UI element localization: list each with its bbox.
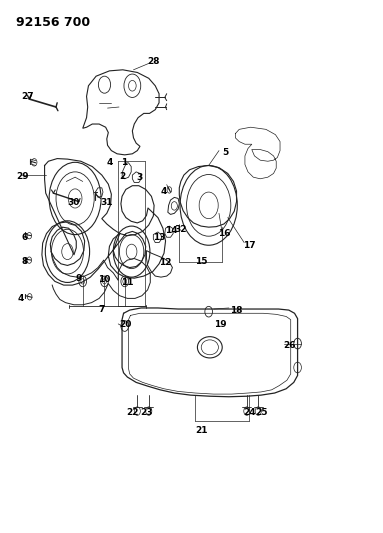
Text: 4: 4 xyxy=(107,158,113,167)
Text: 32: 32 xyxy=(174,225,187,234)
Text: 31: 31 xyxy=(100,198,113,207)
Text: 28: 28 xyxy=(147,58,160,66)
Text: 11: 11 xyxy=(121,278,133,287)
Text: 5: 5 xyxy=(222,148,228,157)
Text: 21: 21 xyxy=(195,426,208,435)
Text: 3: 3 xyxy=(136,173,142,182)
Text: 16: 16 xyxy=(218,229,231,238)
Text: 9: 9 xyxy=(75,273,82,282)
Text: 10: 10 xyxy=(98,275,110,284)
Text: 22: 22 xyxy=(127,408,139,417)
Text: 30: 30 xyxy=(67,198,80,207)
Text: 15: 15 xyxy=(195,257,208,265)
Text: 4: 4 xyxy=(18,294,24,303)
Text: 2: 2 xyxy=(119,172,125,181)
Text: 7: 7 xyxy=(98,304,105,313)
Text: 20: 20 xyxy=(119,320,131,329)
Text: 17: 17 xyxy=(243,241,255,250)
Text: 29: 29 xyxy=(16,172,29,181)
Text: 6: 6 xyxy=(22,233,28,242)
Text: 1: 1 xyxy=(121,158,127,167)
Text: 14: 14 xyxy=(165,226,177,235)
Text: 23: 23 xyxy=(140,408,152,417)
Text: 25: 25 xyxy=(255,408,268,417)
Text: 27: 27 xyxy=(22,92,34,101)
Text: 8: 8 xyxy=(22,257,28,265)
Text: 12: 12 xyxy=(159,258,172,266)
Text: 13: 13 xyxy=(153,233,166,242)
Text: 4: 4 xyxy=(160,187,167,196)
Text: 18: 18 xyxy=(230,305,242,314)
Text: 19: 19 xyxy=(214,320,227,329)
Text: 92156 700: 92156 700 xyxy=(16,15,90,29)
Text: 24: 24 xyxy=(243,408,255,417)
Text: 26: 26 xyxy=(283,341,296,350)
